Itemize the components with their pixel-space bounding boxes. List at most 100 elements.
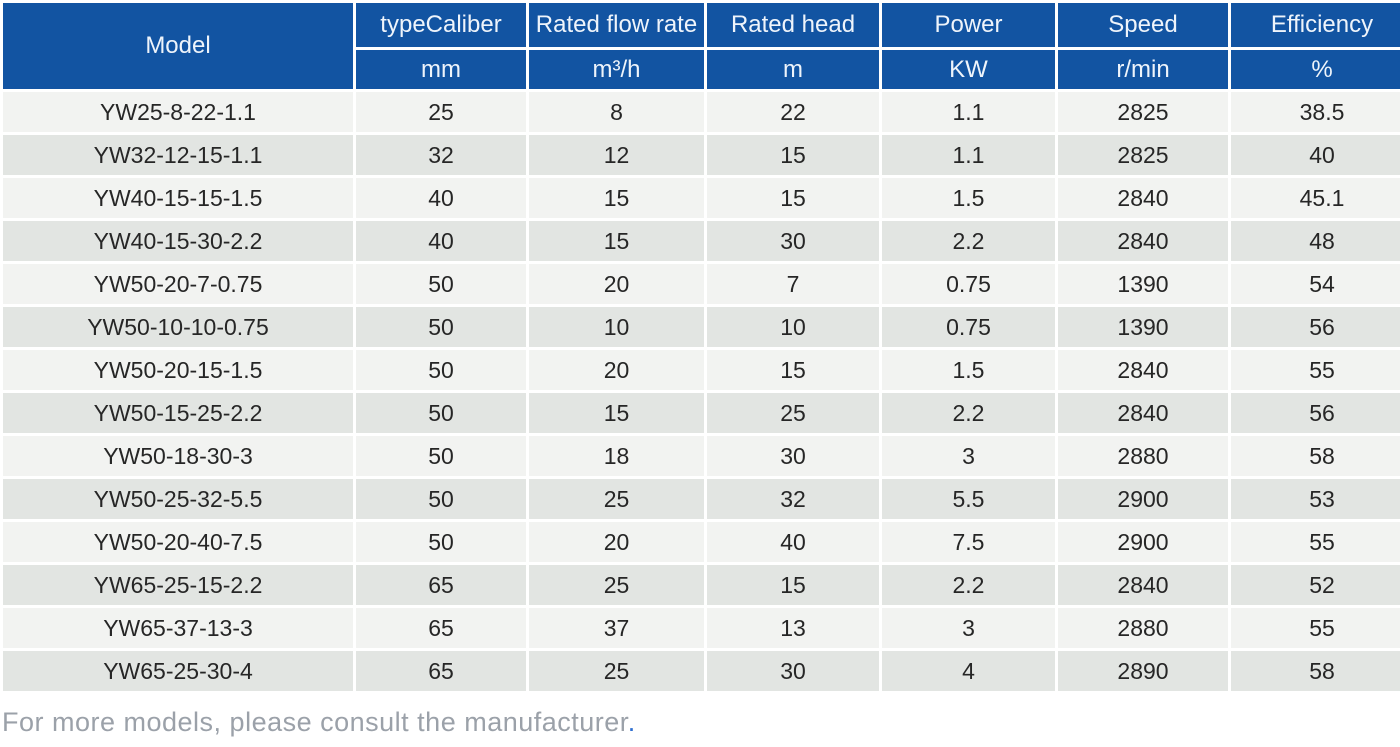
cell-power: 3 [882, 608, 1055, 648]
cell-flow-rate: 12 [529, 135, 704, 175]
cell-power: 1.1 [882, 135, 1055, 175]
col-header-power: Power [882, 3, 1055, 47]
cell-speed: 2840 [1058, 393, 1228, 433]
cell-efficiency: 52 [1231, 565, 1400, 605]
table-row: YW50-10-10-0.75 50 10 10 0.75 1390 56 [3, 307, 1400, 347]
footer-note-text: For more models, please consult the manu… [2, 707, 628, 737]
cell-power: 7.5 [882, 522, 1055, 562]
col-unit-rated-head: m [707, 50, 879, 89]
cell-efficiency: 56 [1231, 393, 1400, 433]
cell-flow-rate: 15 [529, 393, 704, 433]
header-row-labels: Model typeCaliber Rated flow rate Rated … [3, 3, 1400, 89]
col-unit-efficiency: % [1231, 50, 1400, 89]
table-row: YW25-8-22-1.1 25 8 22 1.1 2825 38.5 [3, 92, 1400, 132]
cell-power: 1.5 [882, 178, 1055, 218]
cell-caliber: 65 [356, 651, 526, 691]
table-header: Model typeCaliber Rated flow rate Rated … [3, 3, 1400, 89]
cell-speed: 1390 [1058, 264, 1228, 304]
footer-note-period: . [627, 707, 636, 737]
cell-power: 4 [882, 651, 1055, 691]
cell-power: 0.75 [882, 307, 1055, 347]
cell-efficiency: 38.5 [1231, 92, 1400, 132]
cell-caliber: 50 [356, 436, 526, 476]
table-row: YW50-20-15-1.5 50 20 15 1.5 2840 55 [3, 350, 1400, 390]
cell-flow-rate: 15 [529, 178, 704, 218]
pump-spec-table: Model typeCaliber Rated flow rate Rated … [3, 3, 1400, 691]
cell-speed: 2900 [1058, 479, 1228, 519]
header-row-units: mm m³/h m KW r/min % [3, 50, 1400, 89]
cell-caliber: 65 [356, 608, 526, 648]
cell-model: YW65-25-15-2.2 [3, 565, 353, 605]
cell-caliber: 32 [356, 135, 526, 175]
cell-efficiency: 45.1 [1231, 178, 1400, 218]
cell-rated-head: 15 [707, 565, 879, 605]
cell-model: YW65-25-30-4 [3, 651, 353, 691]
cell-efficiency: 58 [1231, 436, 1400, 476]
cell-caliber: 25 [356, 92, 526, 132]
cell-flow-rate: 37 [529, 608, 704, 648]
cell-rated-head: 10 [707, 307, 879, 347]
cell-power: 0.75 [882, 264, 1055, 304]
col-header-efficiency: Efficiency [1231, 3, 1400, 47]
col-unit-speed: r/min [1058, 50, 1228, 89]
cell-caliber: 40 [356, 221, 526, 261]
cell-speed: 2840 [1058, 221, 1228, 261]
cell-efficiency: 40 [1231, 135, 1400, 175]
cell-rated-head: 22 [707, 92, 879, 132]
table-row: YW40-15-30-2.2 40 15 30 2.2 2840 48 [3, 221, 1400, 261]
cell-flow-rate: 15 [529, 221, 704, 261]
cell-rated-head: 7 [707, 264, 879, 304]
cell-speed: 2840 [1058, 565, 1228, 605]
cell-flow-rate: 20 [529, 264, 704, 304]
col-unit-flow-rate: m³/h [529, 50, 704, 89]
col-header-flow-rate: Rated flow rate [529, 3, 704, 47]
cell-efficiency: 58 [1231, 651, 1400, 691]
cell-model: YW40-15-30-2.2 [3, 221, 353, 261]
cell-speed: 2840 [1058, 350, 1228, 390]
table-row: YW40-15-15-1.5 40 15 15 1.5 2840 45.1 [3, 178, 1400, 218]
table-row: YW50-15-25-2.2 50 15 25 2.2 2840 56 [3, 393, 1400, 433]
col-unit-caliber: mm [356, 50, 526, 89]
cell-rated-head: 30 [707, 651, 879, 691]
table-row: YW50-20-7-0.75 50 20 7 0.75 1390 54 [3, 264, 1400, 304]
cell-flow-rate: 25 [529, 565, 704, 605]
cell-model: YW32-12-15-1.1 [3, 135, 353, 175]
cell-caliber: 50 [356, 522, 526, 562]
cell-rated-head: 32 [707, 479, 879, 519]
cell-speed: 2825 [1058, 92, 1228, 132]
cell-rated-head: 40 [707, 522, 879, 562]
cell-power: 1.1 [882, 92, 1055, 132]
cell-rated-head: 15 [707, 350, 879, 390]
cell-power: 3 [882, 436, 1055, 476]
cell-caliber: 50 [356, 307, 526, 347]
col-header-speed: Speed [1058, 3, 1228, 47]
cell-speed: 2825 [1058, 135, 1228, 175]
cell-flow-rate: 20 [529, 522, 704, 562]
cell-caliber: 50 [356, 393, 526, 433]
cell-speed: 2890 [1058, 651, 1228, 691]
cell-rated-head: 15 [707, 135, 879, 175]
table-row: YW50-18-30-3 50 18 30 3 2880 58 [3, 436, 1400, 476]
cell-model: YW65-37-13-3 [3, 608, 353, 648]
footer-note: For more models, please consult the manu… [2, 707, 1400, 738]
table-row: YW65-37-13-3 65 37 13 3 2880 55 [3, 608, 1400, 648]
cell-model: YW50-25-32-5.5 [3, 479, 353, 519]
cell-model: YW50-20-15-1.5 [3, 350, 353, 390]
cell-caliber: 50 [356, 479, 526, 519]
cell-flow-rate: 25 [529, 479, 704, 519]
cell-speed: 2900 [1058, 522, 1228, 562]
table-row: YW65-25-30-4 65 25 30 4 2890 58 [3, 651, 1400, 691]
cell-flow-rate: 20 [529, 350, 704, 390]
cell-flow-rate: 8 [529, 92, 704, 132]
cell-power: 5.5 [882, 479, 1055, 519]
cell-model: YW50-10-10-0.75 [3, 307, 353, 347]
cell-efficiency: 55 [1231, 350, 1400, 390]
cell-rated-head: 25 [707, 393, 879, 433]
cell-caliber: 50 [356, 350, 526, 390]
table-row: YW32-12-15-1.1 32 12 15 1.1 2825 40 [3, 135, 1400, 175]
cell-efficiency: 53 [1231, 479, 1400, 519]
col-header-caliber: typeCaliber [356, 3, 526, 47]
cell-flow-rate: 18 [529, 436, 704, 476]
cell-rated-head: 30 [707, 436, 879, 476]
